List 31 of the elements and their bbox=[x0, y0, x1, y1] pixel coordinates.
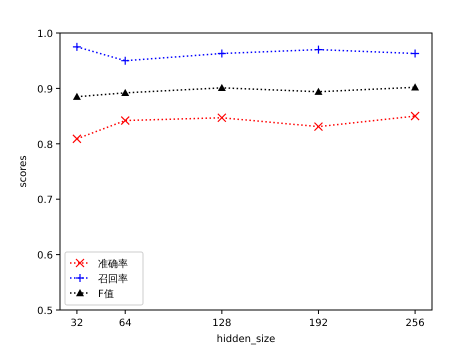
x-tick-label: 32 bbox=[70, 318, 84, 329]
point bbox=[120, 116, 130, 126]
y-tick-label: 0.7 bbox=[37, 195, 53, 206]
point bbox=[72, 134, 82, 144]
point bbox=[218, 84, 226, 92]
y-tick-label: 1.0 bbox=[37, 29, 53, 40]
point bbox=[120, 56, 130, 66]
y-axis-title: scores bbox=[18, 155, 29, 188]
legend-label: 召回率 bbox=[98, 273, 128, 285]
point bbox=[217, 48, 226, 58]
legend-label: 准确率 bbox=[98, 258, 128, 270]
point bbox=[72, 42, 82, 52]
x-tick-label: 64 bbox=[118, 318, 132, 329]
point bbox=[314, 122, 324, 132]
point bbox=[410, 112, 420, 121]
x-tick-label: 128 bbox=[212, 318, 232, 329]
point bbox=[72, 92, 81, 100]
point bbox=[121, 88, 130, 96]
y-tick-label: 0.6 bbox=[37, 250, 53, 262]
x-axis-title: hidden_size bbox=[216, 334, 276, 345]
y-tick-label: 0.5 bbox=[37, 306, 53, 317]
point bbox=[411, 83, 420, 90]
y-tick-label: 0.9 bbox=[37, 84, 53, 96]
x-tick-label: 256 bbox=[406, 318, 425, 329]
point bbox=[410, 48, 420, 58]
point bbox=[314, 45, 324, 54]
point bbox=[217, 113, 226, 122]
legend-label: F值 bbox=[98, 289, 114, 300]
y-tick-label: 0.8 bbox=[37, 140, 53, 151]
x-tick-label: 192 bbox=[308, 318, 328, 329]
point bbox=[314, 88, 322, 95]
